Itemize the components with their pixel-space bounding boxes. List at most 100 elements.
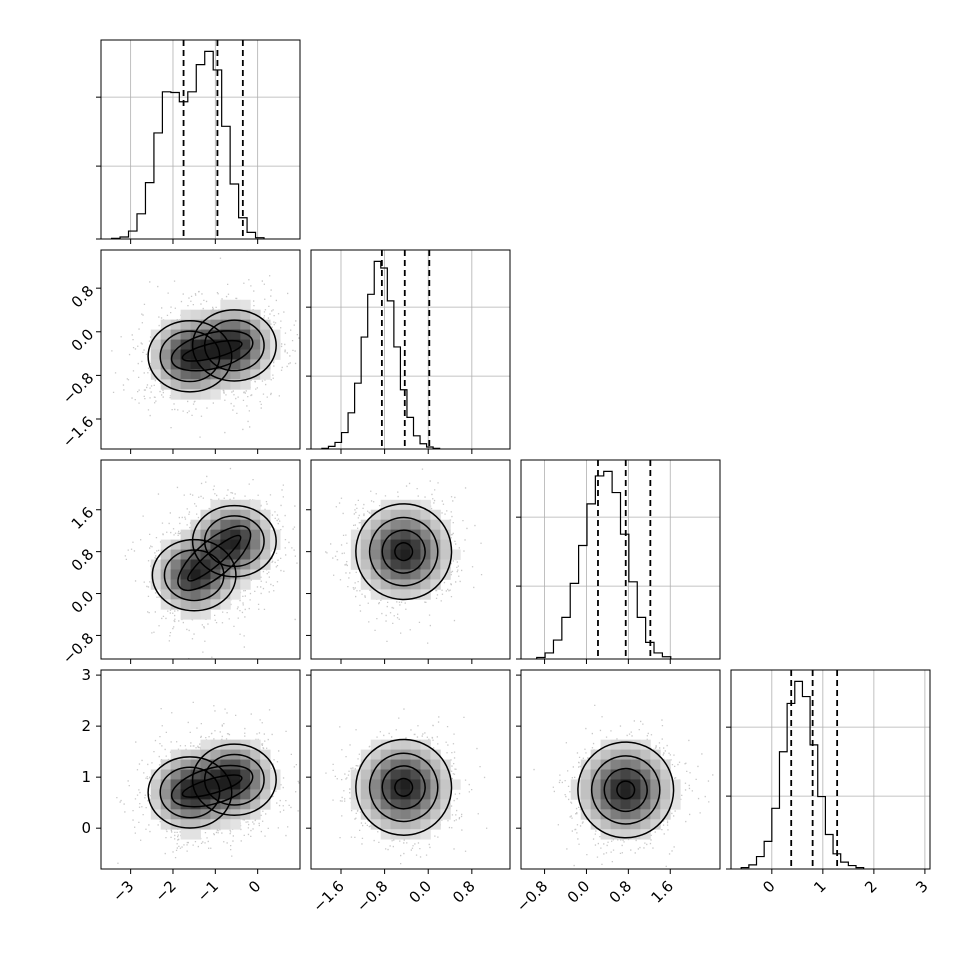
- density-cell: [610, 779, 621, 790]
- contour-level-2: [170, 330, 254, 372]
- density-cell: [180, 759, 191, 770]
- density-cell: [400, 759, 411, 770]
- density-cell: [210, 569, 221, 580]
- density-cell: [200, 379, 211, 390]
- density-cell: [240, 549, 251, 560]
- density-cell: [630, 789, 641, 800]
- density-cell: [240, 539, 251, 550]
- density-cell: [180, 809, 191, 820]
- x-tick-label-p2: −0.8: [513, 877, 551, 915]
- density-cell: [630, 809, 641, 820]
- density-cell: [150, 339, 162, 350]
- contour-level-3: [394, 777, 414, 797]
- density-cell: [190, 339, 201, 350]
- density-cell: [240, 359, 251, 370]
- density-cell: [150, 359, 162, 370]
- density-cell: [610, 789, 621, 800]
- density-cell: [210, 809, 221, 820]
- density-cell: [350, 529, 362, 540]
- density-cell: [220, 789, 231, 800]
- density-cell: [250, 569, 261, 580]
- contour-level-1: [203, 753, 265, 806]
- density-cell: [410, 739, 421, 750]
- density-cell: [380, 529, 391, 540]
- density-cell: [420, 759, 431, 770]
- density-cell: [610, 819, 621, 830]
- density-cell: [250, 329, 261, 340]
- density-cell: [250, 349, 261, 360]
- density-cell: [240, 789, 251, 800]
- density-cell: [180, 549, 191, 560]
- density-cell: [600, 739, 611, 750]
- density-cell: [240, 779, 251, 790]
- density-cell: [610, 749, 621, 760]
- density-cell: [350, 769, 362, 780]
- density-cell: [440, 799, 451, 810]
- density-cell: [360, 569, 372, 580]
- density-cell: [410, 589, 421, 600]
- density-cell: [410, 539, 421, 550]
- density-cell: [380, 569, 391, 580]
- density-cell: [370, 509, 382, 521]
- density-cell: [240, 529, 251, 540]
- x-tick-label-p3: 0: [759, 877, 778, 896]
- density-cell: [660, 809, 671, 820]
- x-tick-label-p0: −3: [109, 877, 137, 905]
- density-cell: [400, 569, 411, 580]
- density-cell: [260, 319, 271, 330]
- density-cell: [640, 829, 651, 840]
- density-cell: [370, 739, 382, 750]
- contour-level-1: [163, 549, 225, 602]
- density-cell: [650, 759, 661, 770]
- y-tick-label-p1: 0.8: [68, 282, 98, 312]
- density-cell: [160, 799, 172, 810]
- density-cell: [410, 779, 421, 790]
- density-cell: [630, 769, 641, 780]
- density-cell: [260, 369, 271, 380]
- density-cell: [210, 749, 221, 760]
- density-cell: [260, 349, 271, 360]
- density-cell: [180, 779, 191, 790]
- density-cell: [250, 509, 261, 521]
- density-cell: [610, 809, 621, 820]
- density-cell: [180, 769, 191, 780]
- x-tick-label-p3: 1: [810, 877, 829, 896]
- density-cell: [410, 559, 421, 570]
- density-cell: [230, 529, 241, 540]
- density-cell: [210, 329, 221, 340]
- density-cell: [640, 789, 651, 800]
- density-cell: [440, 559, 451, 570]
- density-cell: [390, 529, 401, 540]
- density-cell: [430, 749, 441, 760]
- density-cell: [250, 769, 261, 780]
- density-cell: [180, 829, 191, 840]
- density-cell: [390, 769, 401, 780]
- density-cell: [370, 769, 382, 780]
- contour-level-0: [147, 320, 233, 393]
- density-cell: [230, 819, 241, 830]
- density-cell: [650, 749, 661, 760]
- density-cell: [170, 539, 181, 550]
- density-cell: [190, 389, 201, 400]
- density-cell: [430, 799, 441, 810]
- y-tick-label-p2: 1.6: [68, 503, 98, 533]
- density-cell: [180, 319, 191, 330]
- x-tick-label-p1: 0.0: [405, 877, 435, 907]
- density-cell: [190, 599, 201, 610]
- density-cell: [620, 749, 631, 760]
- density-cell: [620, 799, 631, 810]
- density-panel-p0-p3: [96, 669, 301, 874]
- density-cell: [200, 759, 211, 770]
- density-cell: [200, 319, 211, 330]
- density-cell: [380, 819, 391, 830]
- density-cell: [450, 549, 461, 560]
- density-cell: [230, 299, 241, 311]
- density-cell: [600, 759, 611, 770]
- panel-frame: [100, 459, 301, 660]
- density-cell: [360, 769, 372, 780]
- density-cell: [410, 759, 421, 770]
- density-cell: [430, 579, 441, 590]
- density-cell: [180, 819, 191, 830]
- density-cell: [210, 599, 221, 610]
- density-cell: [180, 589, 191, 600]
